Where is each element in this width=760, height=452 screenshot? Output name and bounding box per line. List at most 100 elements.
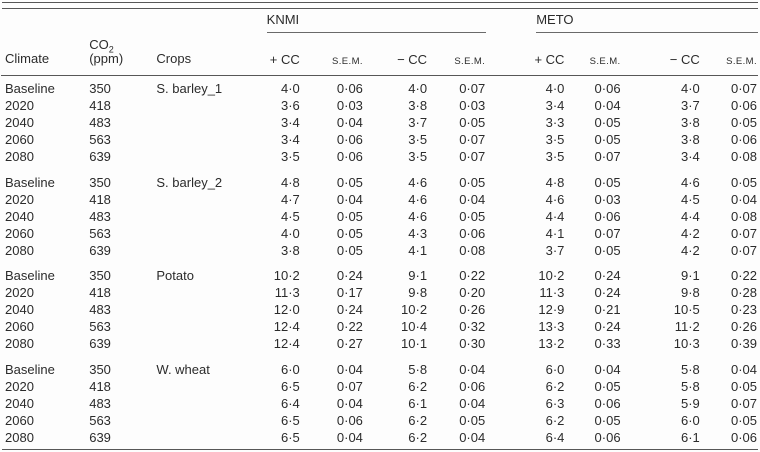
table-row: 2020 418 3·6 0·03 3·8 0·03 3·4 0·04 3·7 0·06 <box>1 98 758 115</box>
knmi-minus-cc-cell: 5·8 <box>408 361 428 377</box>
table-row: 2020 418 6·5 0·07 6·2 0·06 6·2 0·05 5·8 0·05 <box>1 378 758 395</box>
meto-plus-cc-cell: 3·4 <box>545 98 565 113</box>
meto-minus-cc-cell: 4·4 <box>680 208 700 224</box>
climate-cell: 2040 <box>5 302 34 317</box>
climate-cell: 2020 <box>5 191 34 207</box>
meto-minus-cc-cell: 3·7 <box>680 98 700 113</box>
knmi-plus-cc-cell: 3·6 <box>280 98 300 113</box>
meto-sem2-cell: 0·28 <box>730 285 757 300</box>
co2-cell: 563 <box>89 132 111 147</box>
meto-sem2-cell: 0·26 <box>730 319 757 334</box>
co2-cell: 483 <box>89 395 111 411</box>
crops-column-header: Crops <box>151 9 255 76</box>
crop-cell <box>151 412 254 429</box>
meto-group-label: METO <box>536 12 574 27</box>
crop-cell <box>151 319 254 336</box>
meto-minus-cc-cell: 5·8 <box>680 378 700 394</box>
meto-plus-cc-cell: 3·5 <box>545 132 565 147</box>
crop-cell <box>151 395 254 412</box>
table-row: Baseline 350 Potato 10·2 0·24 9·1 0·22 10·2 0·24… <box>1 259 758 285</box>
knmi-sem1-cell: 0·22 <box>336 319 363 334</box>
group-header-row: Climate CO2 (ppm) Crops KNMI METO <box>1 9 758 76</box>
knmi-minus-cc-cell: 3·5 <box>408 132 428 147</box>
meto-sem1-cell: 0·06 <box>594 429 621 445</box>
meto-group-underline: METO <box>536 12 758 33</box>
meto-sem1-cell: 0·05 <box>594 242 621 258</box>
meto-sem2-cell: 0·39 <box>730 336 757 351</box>
subcolumn-header-row: + CC S.E.M. − CC S.E.M. + CC S.E.M. − CC… <box>1 33 758 76</box>
table-row: Baseline 350 S. barley_2 4·8 0·05 4·6 0·05 4·8 0… <box>1 166 758 192</box>
meto-sem1-cell: 0·24 <box>594 319 621 334</box>
knmi-sem1-cell: 0·05 <box>336 208 363 224</box>
knmi-sem2-cell: 0·04 <box>459 361 486 377</box>
co2-cell: 483 <box>89 208 111 224</box>
climate-cell: 2040 <box>5 395 34 411</box>
meto-sem2-cell: 0·22 <box>730 268 757 283</box>
meto-minus-cc-cell: 3·4 <box>680 149 700 164</box>
meto-minus-cc-cell: 6·1 <box>680 429 700 445</box>
meto-sem1-cell: 0·06 <box>594 395 621 411</box>
co2-cell: 350 <box>89 81 111 96</box>
meto-plus-cc-cell: 12·9 <box>538 302 565 317</box>
knmi-sem2-cell: 0·08 <box>459 242 486 258</box>
table-row: 2080 639 3·5 0·06 3·5 0·07 3·5 0·07 3·4 0·08 <box>1 149 758 166</box>
knmi-minus-cc-cell: 4·6 <box>408 191 428 207</box>
climate-cell: 2060 <box>5 132 34 147</box>
table-row: 2060 563 6·5 0·06 6·2 0·05 6·2 0·05 6·0 0·05 <box>1 412 758 429</box>
knmi-plus-cc-cell: 6·4 <box>280 395 300 411</box>
co2-label: CO <box>89 37 109 52</box>
meto-sem2-cell: 0·05 <box>730 378 757 394</box>
crop-cell: W. wheat <box>156 361 210 377</box>
crop-cell <box>151 429 254 446</box>
climate-cell: Baseline <box>5 174 55 190</box>
meto-plus-cc-cell: 13·2 <box>538 336 565 351</box>
group-header-knmi: KNMI <box>255 9 487 33</box>
knmi-sem1-cell: 0·03 <box>336 98 363 113</box>
crop-cell: Potato <box>156 268 194 283</box>
table-row: 2040 483 12·0 0·24 10·2 0·26 12·9 0·21 10·5 0·23 <box>1 302 758 319</box>
crop-cell <box>151 336 254 353</box>
knmi-sem1-cell: 0·04 <box>336 361 363 377</box>
meto-sem1-cell: 0·24 <box>594 285 621 300</box>
climate-cell: 2060 <box>5 225 34 241</box>
knmi-plus-cc-cell: 4·7 <box>280 191 300 207</box>
knmi-sem2-header: S.E.M. <box>428 33 487 76</box>
co2-cell: 418 <box>89 191 111 207</box>
crop-cell <box>151 132 254 149</box>
climate-cell: 2040 <box>5 115 34 130</box>
bottom-double-rule <box>2 449 758 452</box>
climate-cell: 2080 <box>5 429 34 445</box>
group-header-meto: METO <box>486 9 758 33</box>
knmi-minus-cc-cell: 3·8 <box>408 98 428 113</box>
knmi-minus-cc-cell: 6·1 <box>408 395 428 411</box>
knmi-minus-cc-cell: 4·1 <box>408 242 428 258</box>
meto-sem1-cell: 0·06 <box>594 208 621 224</box>
knmi-sem2-cell: 0·30 <box>459 336 486 351</box>
meto-minus-cc-cell: 6·0 <box>680 412 700 428</box>
climate-cell: 2080 <box>5 149 34 164</box>
knmi-sem1-cell: 0·07 <box>336 378 363 394</box>
climate-cell: 2080 <box>5 336 34 351</box>
knmi-sem2-cell: 0·04 <box>459 191 486 207</box>
meto-sem2-cell: 0·06 <box>730 98 757 113</box>
table-row: 2060 563 12·4 0·22 10·4 0·32 13·3 0·24 11·2 0·26 <box>1 319 758 336</box>
co2-column-header: CO2 (ppm) <box>85 9 152 76</box>
meto-minus-cc-cell: 9·1 <box>680 268 700 283</box>
knmi-minus-cc-cell: 10·4 <box>401 319 428 334</box>
meto-sem1-cell: 0·03 <box>594 191 621 207</box>
knmi-sem2-cell: 0·06 <box>459 225 486 241</box>
crop-cell <box>151 242 254 259</box>
meto-sem1-cell: 0·24 <box>594 268 621 283</box>
table-row: 2020 418 11·3 0·17 9·8 0·20 11·3 0·24 9·8 0·28 <box>1 285 758 302</box>
knmi-sem1-cell: 0·04 <box>336 115 363 130</box>
knmi-sem2-cell: 0·07 <box>459 81 486 96</box>
knmi-plus-cc-header: + CC <box>254 33 301 76</box>
meto-minus-cc-cell: 4·5 <box>680 191 700 207</box>
knmi-sem1-cell: 0·06 <box>336 81 363 96</box>
climate-cell: 2020 <box>5 98 34 113</box>
meto-minus-cc-cell: 9·8 <box>680 285 700 300</box>
knmi-plus-cc-cell: 6·5 <box>280 412 300 428</box>
co2-cell: 639 <box>89 429 111 445</box>
meto-sem2-cell: 0·07 <box>730 225 757 241</box>
knmi-minus-cc-header: − CC <box>363 33 429 76</box>
